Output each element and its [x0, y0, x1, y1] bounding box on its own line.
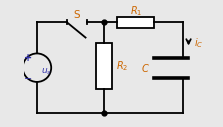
Text: +: +	[24, 53, 32, 64]
Text: $R_2$: $R_2$	[116, 59, 128, 73]
Text: $i_C$: $i_C$	[194, 36, 203, 50]
Bar	[96, 43, 112, 89]
Text: $R_1$: $R_1$	[130, 4, 142, 18]
Text: $-$: $-$	[23, 72, 32, 82]
Text: $u_s$: $u_s$	[41, 67, 52, 77]
Text: $C$: $C$	[141, 62, 150, 74]
Text: S: S	[74, 10, 81, 20]
Bar	[117, 17, 154, 28]
